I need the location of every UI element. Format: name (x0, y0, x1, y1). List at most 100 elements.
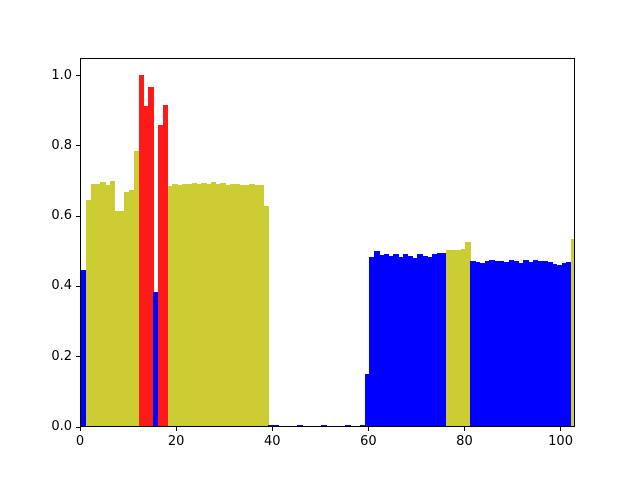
bar (220, 183, 226, 426)
y-tick-mark (76, 75, 80, 77)
bar (172, 183, 178, 426)
bar (499, 260, 505, 426)
bar (561, 262, 567, 426)
x-tick-label: 0 (75, 434, 85, 449)
bar (455, 250, 462, 426)
y-tick-mark (76, 426, 80, 428)
bar (422, 255, 428, 426)
bar (503, 261, 510, 426)
bar (205, 184, 212, 426)
bar (81, 269, 87, 426)
bar (489, 260, 495, 426)
bar (571, 239, 574, 426)
bar (460, 248, 467, 426)
bar (542, 261, 548, 426)
y-tick-label: 0.2 (51, 348, 72, 364)
x-tick-label: 100 (548, 434, 573, 449)
x-tick-mark (79, 427, 81, 431)
y-tick-mark (76, 215, 80, 217)
bar (268, 424, 274, 426)
bar (369, 257, 375, 426)
bar (95, 184, 101, 426)
bar (475, 261, 481, 426)
bar (537, 260, 543, 426)
x-tick-mark (271, 427, 273, 431)
bar (263, 206, 269, 426)
bar (90, 183, 96, 426)
y-tick-mark (76, 356, 80, 358)
bar (321, 424, 327, 426)
y-tick-mark (76, 285, 80, 287)
x-tick-label: 40 (263, 434, 281, 449)
bar (234, 183, 241, 426)
bar (254, 185, 260, 426)
bar (551, 264, 558, 426)
y-tick-mark (76, 145, 80, 147)
bar (109, 180, 116, 426)
bar (249, 184, 255, 426)
bar (85, 200, 92, 426)
bar (378, 254, 385, 426)
y-tick-label: 0.8 (51, 137, 72, 153)
bar (105, 184, 111, 426)
bar (518, 262, 524, 426)
bar (494, 260, 500, 426)
bar (427, 257, 433, 426)
bar (513, 260, 519, 426)
bar (129, 189, 135, 426)
bar (470, 260, 476, 426)
x-tick-mark (560, 427, 562, 431)
bar (100, 182, 106, 426)
bar (407, 255, 414, 426)
x-tick-mark (367, 427, 369, 431)
bar (431, 253, 438, 426)
bar (359, 424, 366, 426)
bar (239, 184, 245, 426)
bar (383, 254, 390, 426)
bar (441, 252, 447, 426)
y-tick-label: 0.0 (51, 419, 72, 434)
bar (547, 262, 553, 426)
bar (210, 182, 217, 426)
bar (153, 292, 159, 426)
bar (167, 186, 173, 426)
bar (229, 183, 236, 426)
bar (138, 74, 145, 426)
x-tick-label: 20 (167, 434, 185, 449)
bar (191, 182, 197, 426)
y-tick-label: 1.0 (51, 67, 72, 83)
bar (532, 260, 539, 426)
bar (119, 210, 125, 426)
x-tick-label: 80 (456, 434, 473, 449)
bar (143, 106, 149, 426)
bar (258, 185, 265, 426)
bar (364, 374, 370, 426)
bar (508, 260, 515, 426)
x-tick-mark (175, 427, 177, 431)
bar (273, 424, 279, 426)
bar (402, 253, 409, 426)
bar (484, 260, 491, 426)
bar (157, 124, 164, 426)
bar (133, 151, 140, 426)
bar (124, 191, 130, 426)
bar (398, 257, 404, 426)
bar (114, 210, 121, 426)
bar (479, 262, 486, 426)
bar (162, 105, 169, 426)
bar (225, 184, 231, 426)
x-tick-label: 60 (360, 434, 377, 449)
bar (177, 184, 183, 426)
bar (436, 252, 443, 426)
bar (566, 262, 572, 426)
bar (527, 261, 534, 426)
bar (244, 184, 250, 426)
bar (297, 424, 303, 426)
bar (523, 260, 529, 426)
bar (374, 251, 380, 426)
y-tick-label: 0.6 (51, 208, 72, 224)
x-tick-mark (463, 427, 465, 431)
bar (393, 253, 399, 426)
y-tick-label: 0.4 (51, 278, 72, 294)
